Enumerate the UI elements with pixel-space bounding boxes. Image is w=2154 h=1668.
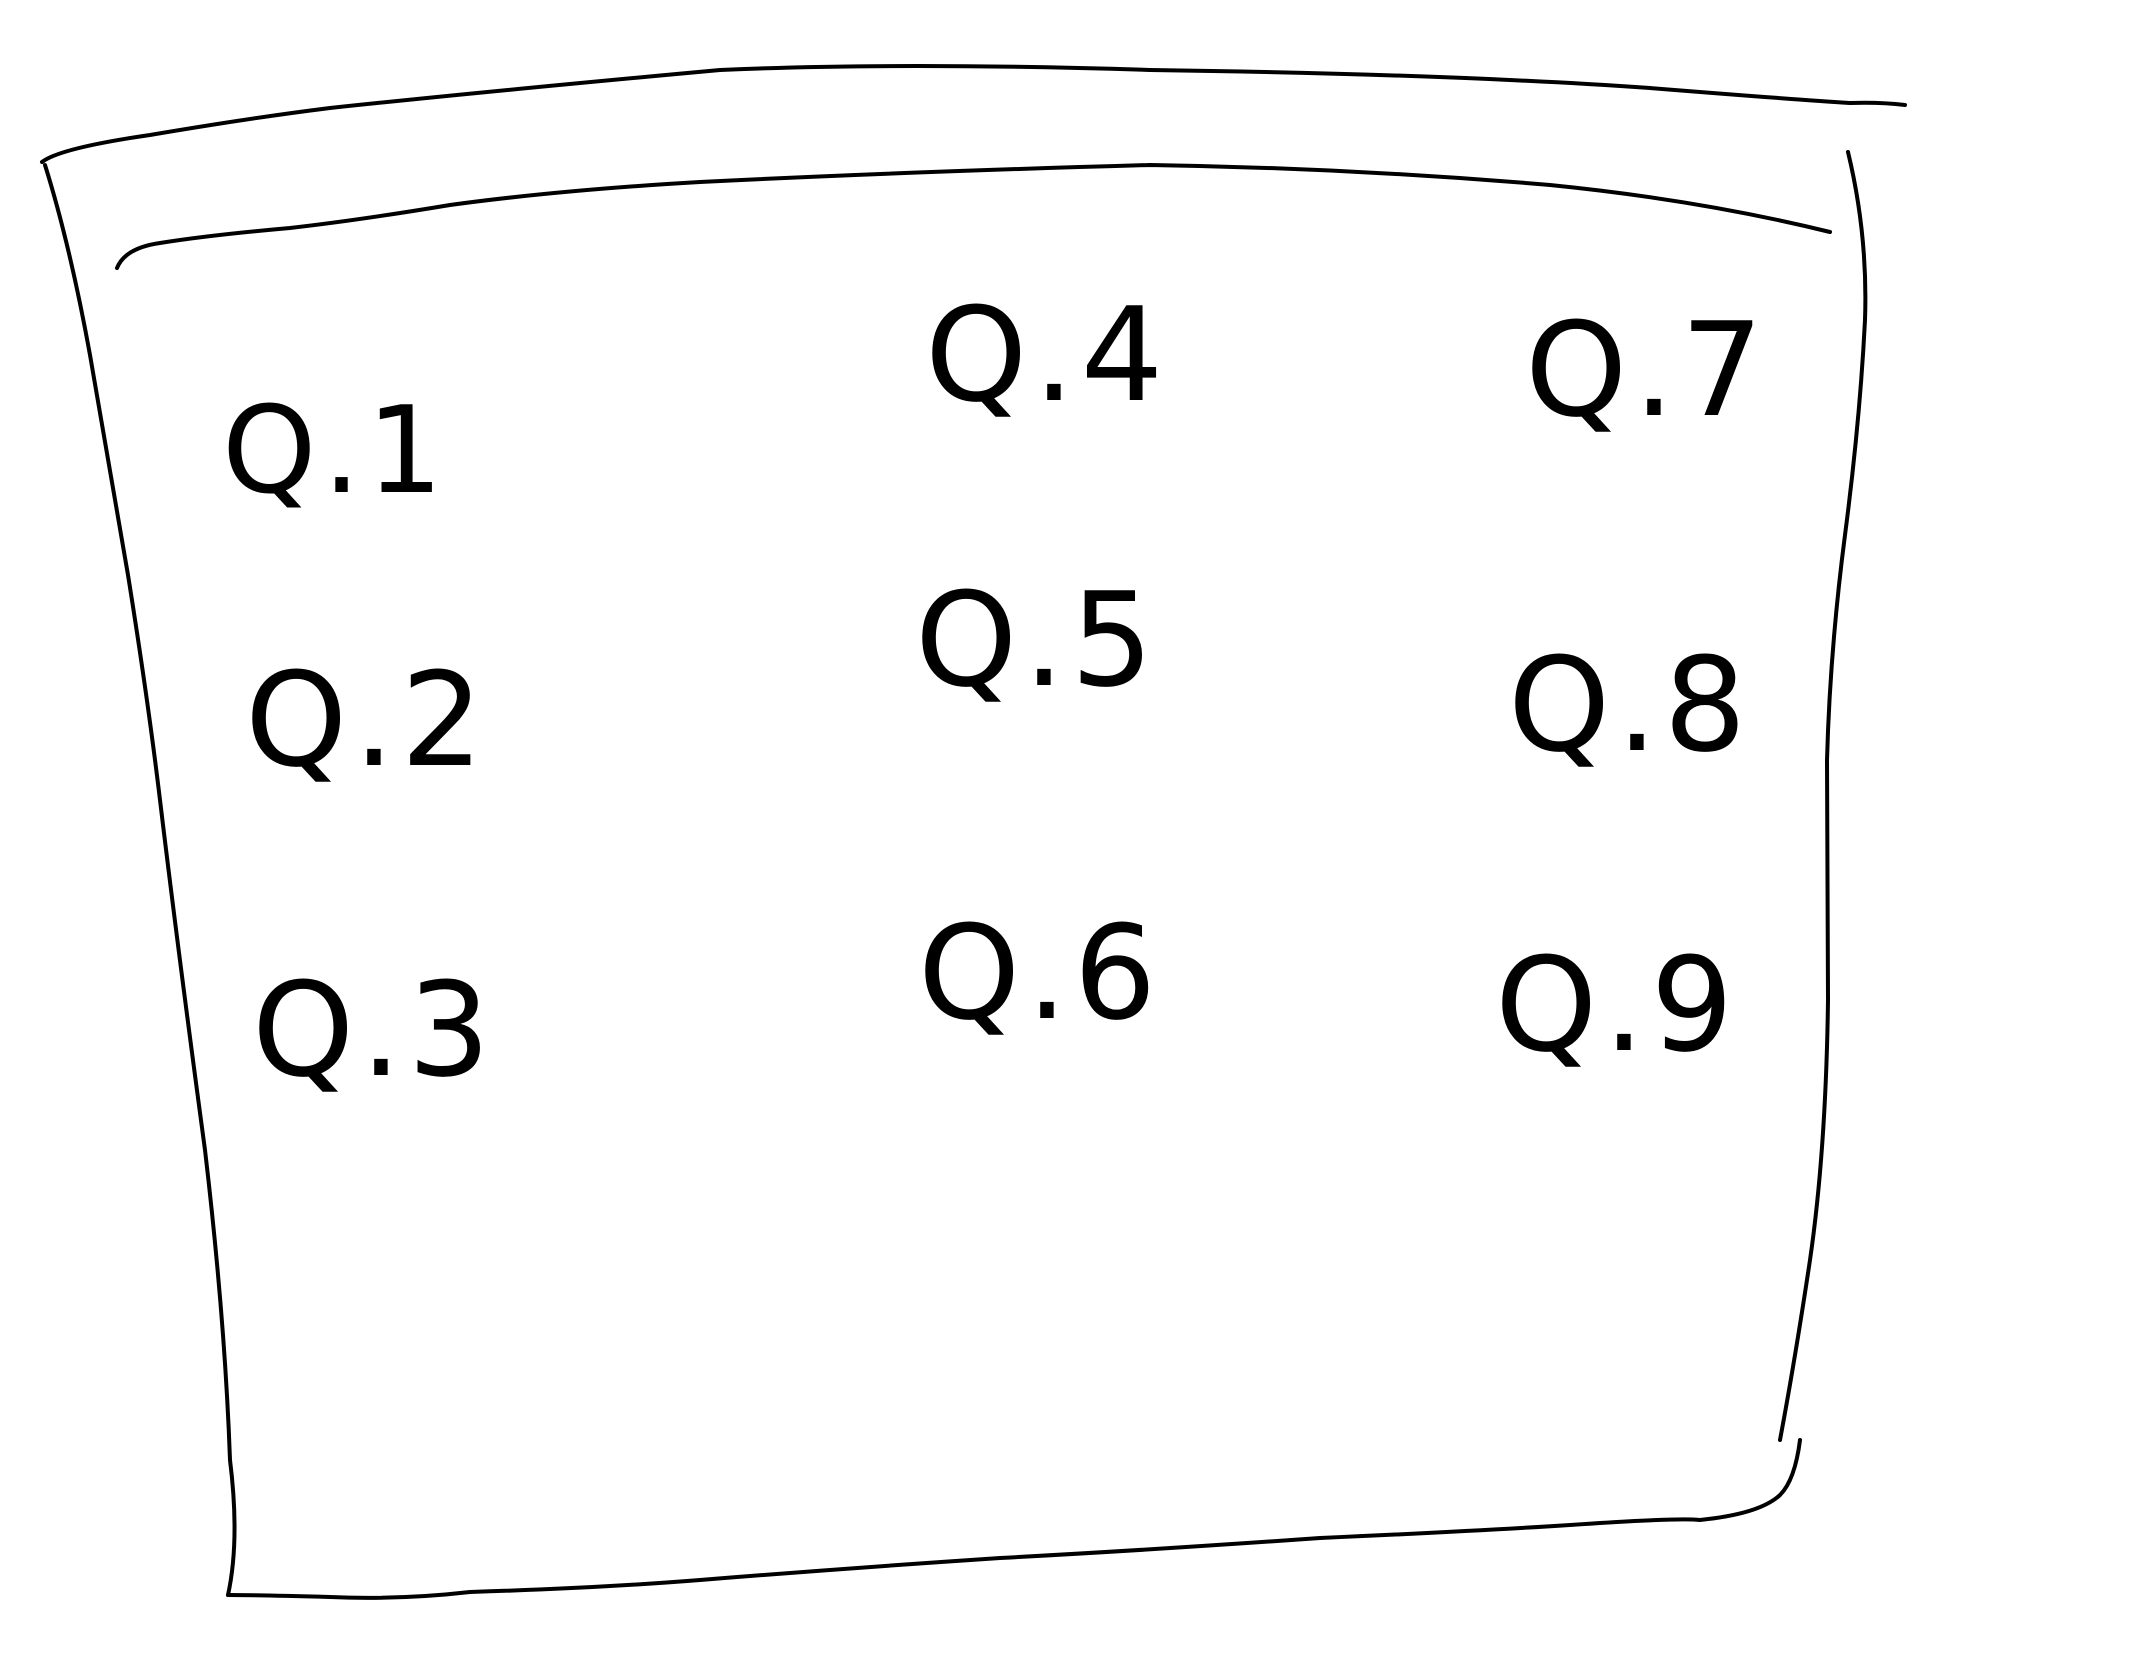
question-label-4: Q.4 xyxy=(925,279,1170,431)
question-label-8: Q.8 xyxy=(1508,629,1753,781)
question-label-2: Q.2 xyxy=(245,644,490,796)
question-label-6: Q.6 xyxy=(918,897,1163,1049)
frame-top-inner-line xyxy=(115,163,1832,270)
frame-bottom-line xyxy=(226,1438,1802,1600)
question-label-3: Q.3 xyxy=(252,954,497,1106)
question-label-7: Q.7 xyxy=(1525,294,1770,446)
question-label-5: Q.5 xyxy=(915,564,1160,716)
frame-left-line xyxy=(43,163,237,1597)
question-label-9: Q.9 xyxy=(1495,929,1740,1081)
frame-top-outer-line xyxy=(40,64,1907,164)
question-label-1: Q.1 xyxy=(222,382,449,521)
frame-right-line xyxy=(1778,150,1868,1442)
